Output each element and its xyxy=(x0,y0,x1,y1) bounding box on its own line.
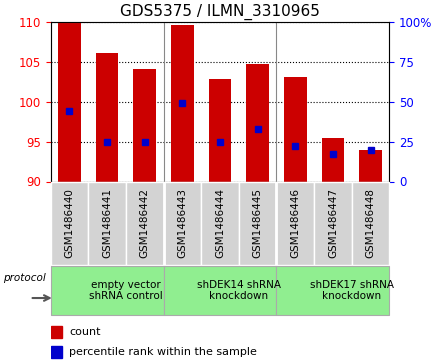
Text: shDEK14 shRNA
knockdown: shDEK14 shRNA knockdown xyxy=(197,280,281,301)
Text: GSM1486448: GSM1486448 xyxy=(366,188,376,258)
Text: GSM1486441: GSM1486441 xyxy=(102,188,112,258)
Bar xyxy=(352,182,389,265)
Text: GSM1486447: GSM1486447 xyxy=(328,188,338,258)
Text: count: count xyxy=(69,327,101,337)
Bar xyxy=(239,182,276,265)
Title: GDS5375 / ILMN_3310965: GDS5375 / ILMN_3310965 xyxy=(120,4,320,20)
Text: GSM1486445: GSM1486445 xyxy=(253,188,263,258)
Text: percentile rank within the sample: percentile rank within the sample xyxy=(69,347,257,357)
Bar xyxy=(126,182,164,265)
Text: protocol: protocol xyxy=(3,273,46,283)
Text: empty vector
shRNA control: empty vector shRNA control xyxy=(89,280,163,301)
Bar xyxy=(246,64,269,182)
Bar xyxy=(96,53,118,181)
Bar xyxy=(164,182,201,265)
Text: GSM1486442: GSM1486442 xyxy=(140,188,150,258)
Bar xyxy=(51,182,88,265)
Text: shDEK17 shRNA
knockdown: shDEK17 shRNA knockdown xyxy=(310,280,394,301)
Bar xyxy=(322,138,344,182)
Bar xyxy=(276,182,314,265)
Bar xyxy=(314,182,352,265)
Bar xyxy=(88,182,126,265)
Bar xyxy=(359,150,382,182)
Text: GSM1486446: GSM1486446 xyxy=(290,188,300,258)
Bar xyxy=(51,326,62,338)
Text: GSM1486443: GSM1486443 xyxy=(177,188,187,258)
Bar xyxy=(276,266,389,315)
Text: GSM1486444: GSM1486444 xyxy=(215,188,225,258)
Bar xyxy=(58,19,81,182)
Text: GSM1486440: GSM1486440 xyxy=(64,188,74,258)
Bar xyxy=(209,79,231,182)
Bar xyxy=(51,266,164,315)
Bar xyxy=(51,346,62,358)
Bar xyxy=(201,182,239,265)
Bar xyxy=(133,69,156,182)
Bar xyxy=(171,25,194,182)
Bar xyxy=(164,266,276,315)
Bar xyxy=(284,77,307,182)
